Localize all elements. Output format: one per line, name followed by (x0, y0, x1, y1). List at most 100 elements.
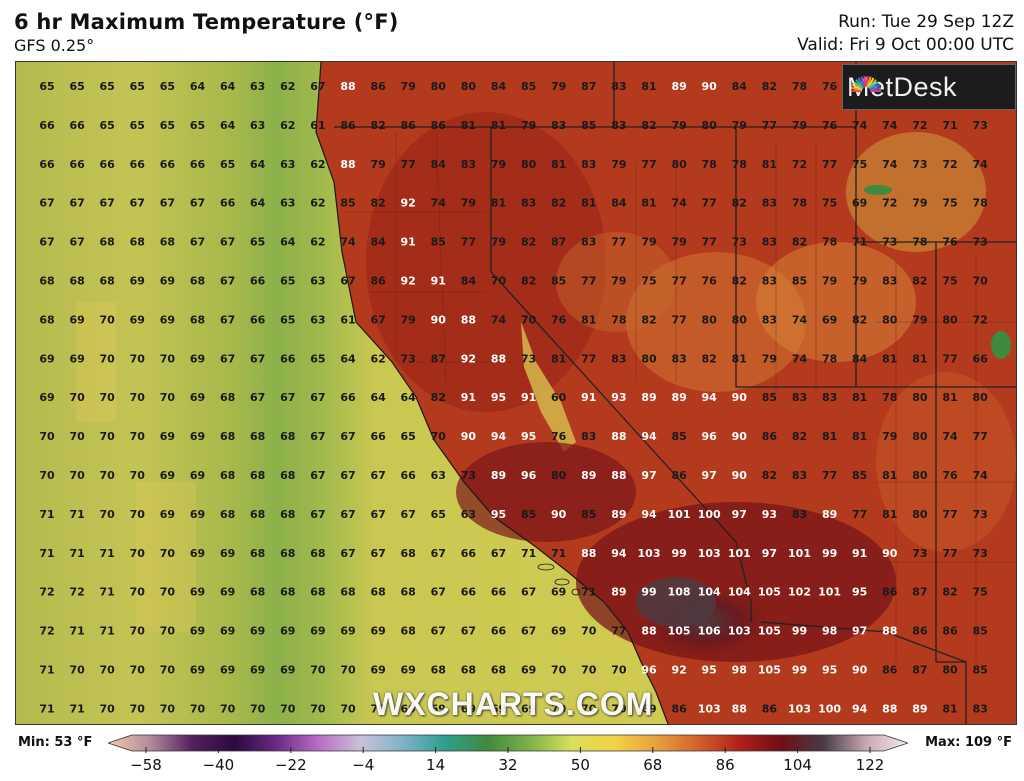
grid-value: 63 (310, 313, 325, 326)
grid-value: 67 (250, 352, 265, 365)
grid-value: 65 (69, 80, 84, 93)
temperature-map[interactable]: 65 65 65 65 65 64 64 63 62 67 88 86 79 80 80 84 85 79 87 83… (15, 61, 1017, 725)
grid-value: 68 (190, 275, 205, 288)
grid-value: 70 (130, 702, 146, 715)
grid-value: 70 (100, 352, 116, 365)
grid-value: 69 (130, 313, 145, 326)
grid-value: 89 (912, 702, 927, 715)
grid-value: 65 (280, 275, 295, 288)
grid-value: 67 (39, 236, 54, 249)
grid-value: 70 (310, 664, 326, 677)
grid-value: 75 (942, 197, 957, 210)
grid-value: 83 (882, 275, 897, 288)
grid-value: 67 (69, 197, 84, 210)
grid-value: 79 (671, 236, 686, 249)
grid-value: 69 (310, 625, 325, 638)
grid-value: 82 (370, 197, 385, 210)
grid-value: 69 (190, 469, 205, 482)
grid-value: 83 (611, 352, 626, 365)
grid-value: 85 (671, 430, 686, 443)
grid-value: 91 (852, 547, 867, 560)
grid-value: 64 (401, 391, 417, 404)
grid-value: 98 (822, 625, 837, 638)
grid-value: 67 (310, 80, 325, 93)
grid-value: 70 (190, 702, 206, 715)
grid-value: 81 (762, 158, 777, 171)
grid-value: 94 (641, 430, 657, 443)
grid-value: 69 (280, 625, 295, 638)
grid-value: 77 (401, 158, 416, 171)
grid-value: 66 (39, 119, 55, 132)
grid-value: 80 (882, 313, 898, 326)
grid-value: 65 (100, 80, 115, 93)
grid-value: 77 (671, 313, 686, 326)
grid-value: 64 (220, 119, 236, 132)
grid-value: 68 (250, 469, 265, 482)
grid-value: 90 (551, 508, 567, 521)
grid-value: 73 (732, 236, 747, 249)
grid-value: 70 (160, 391, 176, 404)
grid-value: 68 (340, 586, 355, 599)
grid-value: 70 (69, 391, 85, 404)
grid-value: 68 (280, 469, 295, 482)
grid-value: 73 (972, 119, 987, 132)
grid-value: 82 (762, 80, 777, 93)
grid-value: 70 (310, 702, 326, 715)
grid-value: 69 (641, 702, 656, 715)
grid-value: 83 (611, 119, 626, 132)
grid-value: 68 (431, 664, 446, 677)
grid-value: 85 (581, 508, 596, 521)
grid-value: 67 (69, 236, 84, 249)
grid-value: 69 (190, 664, 205, 677)
grid-value: 83 (762, 275, 777, 288)
scale-tick-label: 104 (783, 756, 812, 774)
grid-value: 68 (280, 586, 295, 599)
grid-value: 106 (698, 625, 721, 638)
grid-value: 68 (220, 430, 235, 443)
grid-value: 80 (521, 158, 537, 171)
grid-value: 69 (190, 430, 205, 443)
grid-value: 77 (822, 469, 837, 482)
grid-value: 86 (340, 119, 356, 132)
grid-value: 95 (822, 664, 837, 677)
grid-value: 70 (160, 586, 176, 599)
grid-value: 68 (250, 586, 265, 599)
grid-value: 74 (491, 313, 507, 326)
grid-value: 69 (220, 547, 235, 560)
grid-value: 70 (160, 352, 176, 365)
grid-value: 70 (130, 508, 146, 521)
grid-value: 81 (641, 80, 656, 93)
grid-value: 71 (39, 702, 54, 715)
grid-value: 64 (190, 80, 206, 93)
grid-value: 103 (728, 625, 751, 638)
grid-value: 69 (401, 664, 416, 677)
grid-value: 75 (641, 275, 656, 288)
grid-value: 70 (130, 586, 146, 599)
grid-value: 72 (972, 313, 987, 326)
grid-value: 65 (220, 158, 235, 171)
grid-value: 71 (100, 547, 115, 560)
grid-value: 70 (491, 275, 507, 288)
grid-value: 81 (551, 158, 566, 171)
grid-value: 71 (39, 547, 54, 560)
grid-value: 69 (852, 197, 867, 210)
grid-value: 88 (581, 547, 596, 560)
grid-value: 66 (401, 469, 417, 482)
grid-value: 85 (792, 275, 807, 288)
grid-value: 64 (250, 197, 266, 210)
grid-value: 69 (160, 469, 175, 482)
grid-value: 77 (702, 236, 717, 249)
grid-value: 66 (250, 313, 266, 326)
grid-value: 83 (581, 430, 596, 443)
grid-value: 69 (461, 702, 476, 715)
grid-value: 74 (792, 313, 808, 326)
grid-value: 74 (792, 352, 808, 365)
grid-value: 68 (250, 430, 265, 443)
grid-value: 101 (668, 508, 691, 521)
grid-value: 71 (100, 586, 115, 599)
grid-value: 81 (852, 430, 867, 443)
grid-value: 70 (130, 352, 146, 365)
grid-value: 96 (702, 430, 718, 443)
grid-value: 70 (100, 702, 116, 715)
grid-value: 66 (130, 158, 146, 171)
